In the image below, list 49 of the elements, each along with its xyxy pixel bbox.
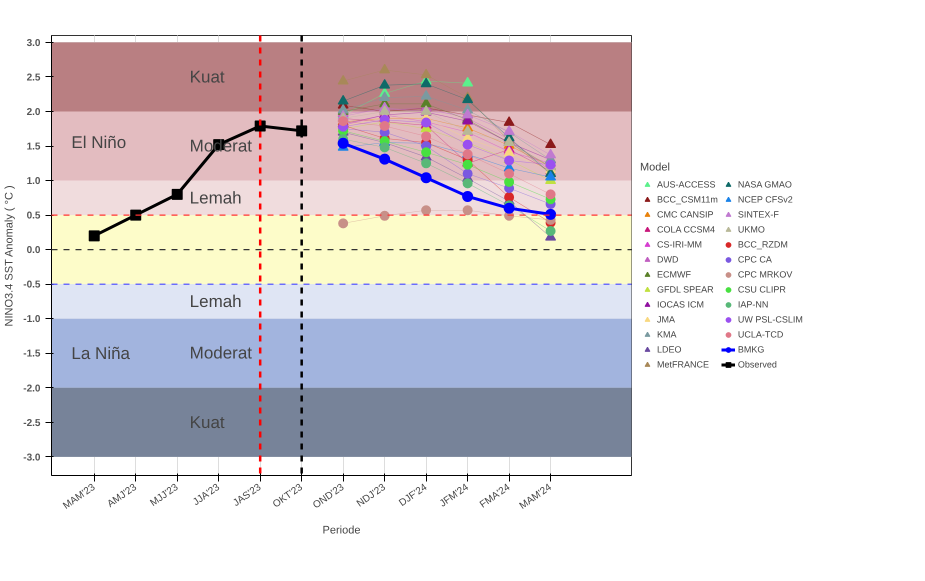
legend-label: JMA: [657, 313, 676, 325]
legend-label: CMC CANSIP: [657, 208, 714, 220]
legend-label: SINTEX-F: [738, 208, 779, 220]
annotation: El Niño: [71, 133, 126, 152]
y-tick-label: 3.0: [26, 38, 41, 49]
legend-label: MetFRANCE: [657, 358, 710, 370]
legend-label: BCC_RZDM: [738, 238, 788, 250]
y-tick-label: -1.0: [23, 314, 41, 326]
x-axis-title: Periode: [322, 524, 360, 536]
y-tick-label: -3.0: [23, 452, 41, 464]
y-tick-label: -1.5: [23, 348, 41, 360]
legend-label: GFDL SPEAR: [657, 283, 714, 295]
y-tick-label: 0.5: [26, 210, 41, 222]
legend-label: DWD: [657, 253, 678, 265]
y-tick-label: 1.5: [26, 142, 41, 153]
legend-label: CS-IRI-MM: [657, 238, 702, 250]
legend-label: UKMO: [738, 223, 765, 235]
y-tick-label: -0.5: [23, 280, 41, 291]
legend-label: CPC MRKOV: [738, 268, 792, 280]
legend-label: IAP-NN: [738, 298, 768, 310]
y-tick-label: 2.0: [26, 106, 41, 118]
legend-label: KMA: [657, 328, 677, 340]
y-tick-label: -2.5: [23, 418, 41, 429]
legend-label: LDEO: [657, 343, 682, 355]
annotation: La Niña: [71, 344, 131, 364]
legend-label: NCEP CFSv2: [738, 193, 793, 205]
legend-label: BCC_CSM11m: [657, 193, 718, 205]
legend-label: CPC CA: [738, 253, 772, 265]
legend-label: UCLA-TCD: [738, 328, 784, 340]
y-tick-label: 2.5: [26, 72, 41, 84]
y-tick-label: 1.0: [26, 176, 41, 188]
legend-label: COLA CCSM4: [657, 223, 716, 235]
legend-label: BMKG: [738, 343, 764, 355]
band-label: Moderat: [190, 344, 252, 363]
legend-title: Model: [640, 161, 671, 173]
legend-label: UW PSL-CSLIM: [738, 313, 803, 325]
legend-label: CSU CLIPR: [738, 283, 786, 295]
band-label: Kuat: [190, 67, 225, 86]
y-tick-label: -2.0: [23, 383, 41, 394]
legend-label: ECMWF: [657, 268, 691, 280]
legend-label: Observed: [738, 358, 777, 370]
y-axis-title: NINO3.4 SST Anomaly ( °C ): [3, 185, 16, 326]
legend-label: NASA GMAO: [738, 178, 792, 190]
legend-label: AUS-ACCESS: [657, 178, 716, 190]
band-label: Lemah: [190, 188, 242, 208]
band-label: Lemah: [190, 292, 242, 311]
y-tick-label: 0.0: [26, 245, 41, 256]
legend-label: IOCAS ICM: [657, 298, 704, 310]
band-label: Kuat: [190, 412, 225, 432]
